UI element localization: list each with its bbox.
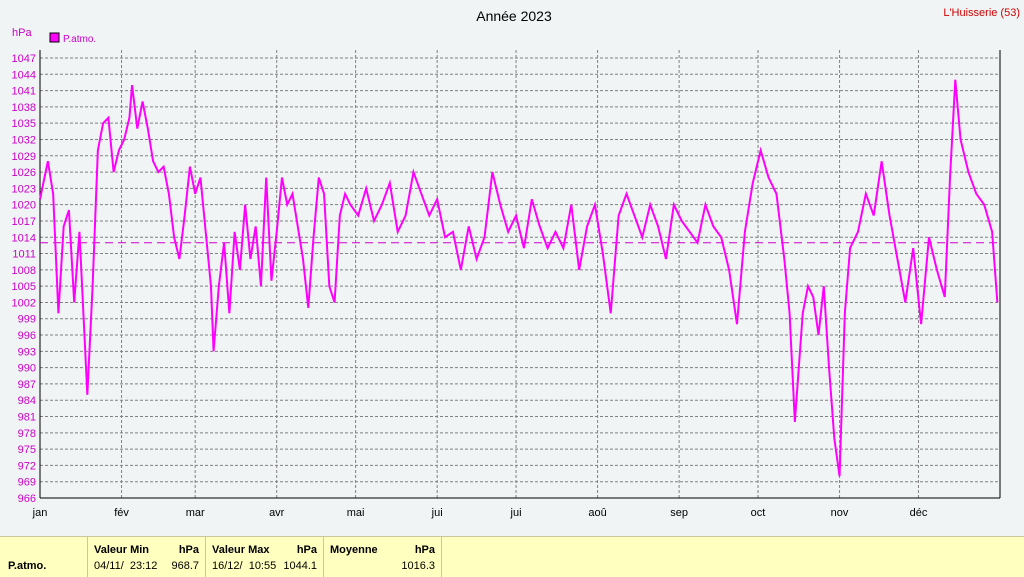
max-unit: hPa bbox=[296, 544, 317, 556]
legend-swatch bbox=[49, 32, 60, 43]
x-tick-label: déc bbox=[910, 507, 928, 519]
plot-area bbox=[40, 50, 1000, 498]
y-unit: hPa bbox=[12, 27, 32, 39]
y-tick-label: 1014 bbox=[12, 232, 36, 244]
station-name: L'Huisserie (53) bbox=[943, 7, 1020, 19]
max-date: 16/12/ 10:55 bbox=[212, 560, 277, 572]
x-tick-label: mai bbox=[347, 507, 365, 519]
x-tick-label: fév bbox=[114, 507, 129, 519]
min-unit: hPa bbox=[178, 544, 199, 556]
y-tick-label: 978 bbox=[18, 428, 36, 440]
y-tick-label: 1032 bbox=[12, 134, 36, 146]
x-tick-label: mar bbox=[186, 507, 205, 519]
y-tick-label: 993 bbox=[18, 346, 36, 358]
stats-label: P.atmo. bbox=[8, 560, 47, 572]
x-tick-label: jui bbox=[431, 507, 443, 519]
x-tick-label: jui bbox=[510, 507, 522, 519]
y-tick-label: 987 bbox=[18, 379, 36, 391]
chart-title: Année 2023 bbox=[476, 8, 552, 24]
x-tick-label: jan bbox=[32, 507, 48, 519]
mean-value: 1016.3 bbox=[401, 560, 435, 572]
mean-header: Moyenne bbox=[330, 544, 378, 556]
y-tick-label: 972 bbox=[18, 460, 36, 472]
x-tick-label: oct bbox=[751, 507, 766, 519]
mean-cell: Moyenne hPa 1016.3 bbox=[324, 537, 442, 577]
min-date: 04/11/ 23:12 bbox=[94, 560, 158, 572]
y-tick-label: 1044 bbox=[12, 69, 36, 81]
y-tick-label: 1008 bbox=[12, 265, 36, 277]
x-tick-label: nov bbox=[831, 507, 849, 519]
mean-unit: hPa bbox=[414, 544, 435, 556]
y-tick-label: 1029 bbox=[12, 151, 36, 163]
legend-label: P.atmo. bbox=[63, 34, 96, 45]
max-cell: Valeur Max hPa 16/12/ 10:55 1044.1 bbox=[206, 537, 324, 577]
y-tick-label: 1017 bbox=[12, 216, 36, 228]
y-tick-label: 1035 bbox=[12, 118, 36, 130]
y-tick-label: 984 bbox=[18, 395, 36, 407]
y-tick-label: 1026 bbox=[12, 167, 36, 179]
max-header: Valeur Max bbox=[212, 544, 270, 556]
y-tick-label: 1023 bbox=[12, 183, 36, 195]
y-tick-label: 999 bbox=[18, 314, 36, 326]
y-tick-label: 1047 bbox=[12, 53, 36, 65]
y-tick-label: 1020 bbox=[12, 200, 36, 212]
stats-table: P.atmo. Valeur Min hPa 04/11/ 23:12 968.… bbox=[0, 536, 1024, 577]
y-tick-label: 990 bbox=[18, 363, 36, 375]
y-tick-label: 981 bbox=[18, 412, 36, 424]
y-tick-label: 996 bbox=[18, 330, 36, 342]
min-value: 968.7 bbox=[171, 560, 199, 572]
y-tick-label: 969 bbox=[18, 477, 36, 489]
x-tick-label: aoû bbox=[588, 507, 606, 519]
stats-label-cell: P.atmo. bbox=[0, 537, 88, 577]
x-tick-label: avr bbox=[269, 507, 285, 519]
series-line bbox=[39, 79, 999, 477]
min-header: Valeur Min bbox=[94, 544, 150, 556]
y-tick-label: 966 bbox=[18, 493, 36, 505]
min-cell: Valeur Min hPa 04/11/ 23:12 968.7 bbox=[88, 537, 206, 577]
x-tick-label: sep bbox=[670, 507, 688, 519]
y-tick-label: 1041 bbox=[12, 86, 36, 98]
y-tick-label: 1005 bbox=[12, 281, 36, 293]
max-value: 1044.1 bbox=[283, 560, 317, 572]
y-tick-label: 1038 bbox=[12, 102, 36, 114]
y-tick-label: 1011 bbox=[12, 249, 36, 261]
y-tick-label: 975 bbox=[18, 444, 36, 456]
chart: Année 2023 L'Huisserie (53) hPa 966 969 97… bbox=[12, 7, 1020, 519]
y-tick-label: 1002 bbox=[12, 297, 36, 309]
